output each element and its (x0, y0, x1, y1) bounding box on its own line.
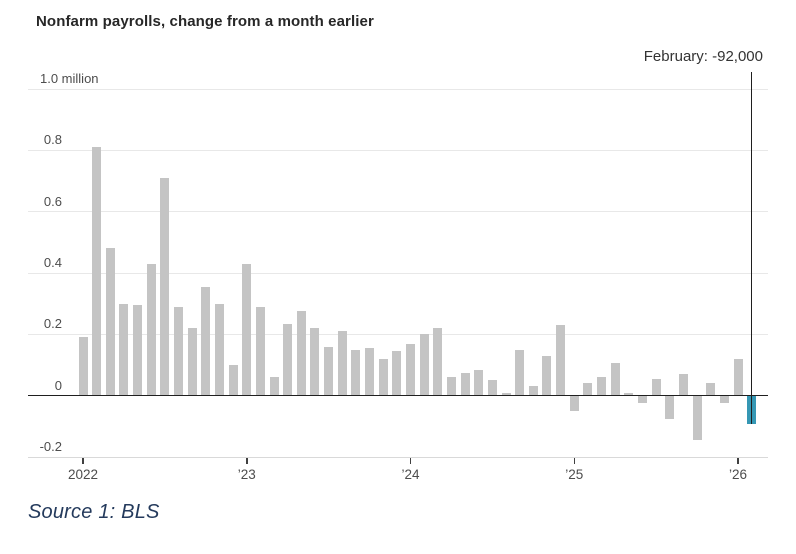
bar-Sep-2025 (678, 374, 688, 396)
bar-Nov-2025 (706, 383, 716, 396)
bar-Oct-2023 (365, 348, 375, 396)
bar-Mar-2022 (105, 248, 115, 396)
bar-Aug-2022 (174, 306, 184, 396)
bar-Apr-2024 (446, 377, 456, 396)
gridline-0.6 (28, 211, 768, 213)
bar-Aug-2025 (665, 395, 675, 419)
x-tick-24 (409, 458, 412, 465)
annotation-callout-label: February: -92,000 (643, 48, 763, 65)
y-axis-label-1.0-million: 1.0 million (40, 71, 99, 86)
bar-Jul-2022 (160, 177, 170, 396)
bar-Jan-2025 (569, 395, 579, 412)
bar-Oct-2024 (528, 386, 538, 396)
bar-Dec-2022 (228, 365, 238, 396)
bar-Feb-2022 (92, 147, 102, 396)
bar-Jul-2023 (324, 346, 334, 396)
bar-May-2024 (460, 372, 470, 396)
gridline-0.8 (28, 149, 768, 151)
bar-Nov-2023 (378, 358, 388, 396)
bar-Jan-2023 (242, 263, 252, 396)
bar-Dec-2025 (719, 395, 729, 404)
y-axis-label-0.4: 0.4 (43, 255, 62, 271)
bar-Mar-2024 (433, 328, 443, 396)
x-tick-25 (573, 458, 575, 465)
bar-Aug-2023 (337, 331, 347, 396)
bar-Jun-2025 (637, 395, 647, 404)
bar-Aug-2024 (501, 392, 511, 396)
y-axis-label-0.8: 0.8 (43, 132, 62, 148)
y-axis-label-0.6: 0.6 (43, 193, 62, 209)
gridline--0.2 (28, 456, 768, 458)
bar-May-2023 (296, 311, 306, 396)
gridline-1.0-million (28, 88, 768, 90)
annotation-callout-line (750, 72, 753, 424)
x-tick-23 (246, 458, 248, 465)
source-note: Source 1: BLS (28, 501, 160, 523)
bar-Jan-2024 (406, 343, 415, 396)
bar-Apr-2025 (610, 363, 620, 396)
bar-Feb-2024 (419, 334, 429, 396)
bar-Oct-2025 (692, 395, 702, 441)
bar-Jun-2023 (310, 328, 320, 396)
x-axis-label-25: ’25 (565, 467, 584, 483)
gridline-0.2 (28, 333, 768, 335)
x-tick-2022 (82, 458, 84, 465)
y-axis-label--0.2: -0.2 (39, 439, 62, 455)
bar-Feb-2025 (583, 383, 593, 396)
bar-Oct-2022 (201, 286, 211, 396)
y-axis-label-0: 0 (54, 377, 62, 393)
bar-Dec-2023 (392, 351, 402, 396)
bar-Sep-2022 (187, 328, 197, 396)
bar-Jan-2026 (733, 358, 743, 396)
bar-Sep-2023 (351, 349, 361, 396)
bar-Jul-2024 (487, 380, 497, 396)
chart-title: Nonfarm payrolls, change from a month ea… (36, 13, 374, 30)
x-axis-label-24: ’24 (401, 467, 420, 483)
bar-Jun-2024 (474, 369, 484, 396)
bar-Nov-2024 (542, 355, 552, 396)
payrolls-bar-chart: 1.0 million 0.8 0.6 0.4 0.2 0 -0.2 2022 ’23 ’24 ’2… (28, 71, 768, 483)
bar-Mar-2023 (269, 377, 279, 396)
bar-Nov-2022 (214, 303, 224, 396)
bar-Jan-2022 (78, 337, 88, 396)
y-axis-label-0.2: 0.2 (43, 316, 62, 332)
bar-Jul-2025 (651, 378, 661, 396)
bar-May-2022 (133, 305, 143, 396)
bar-Feb-2023 (255, 306, 265, 396)
zero-baseline (28, 394, 768, 397)
bar-Mar-2025 (597, 377, 607, 396)
gridline-0.4 (28, 272, 768, 274)
bar-Jun-2022 (146, 263, 156, 396)
x-axis-label-26: ’26 (728, 467, 748, 483)
bar-Apr-2022 (119, 303, 129, 396)
x-tick-26 (737, 458, 739, 465)
x-axis-label-23: ’23 (237, 467, 256, 483)
bar-Apr-2023 (283, 323, 293, 396)
x-axis-label-2022: 2022 (67, 467, 99, 483)
bar-Sep-2024 (515, 349, 525, 396)
bar-Dec-2024 (556, 325, 566, 396)
bar-May-2025 (624, 392, 634, 396)
